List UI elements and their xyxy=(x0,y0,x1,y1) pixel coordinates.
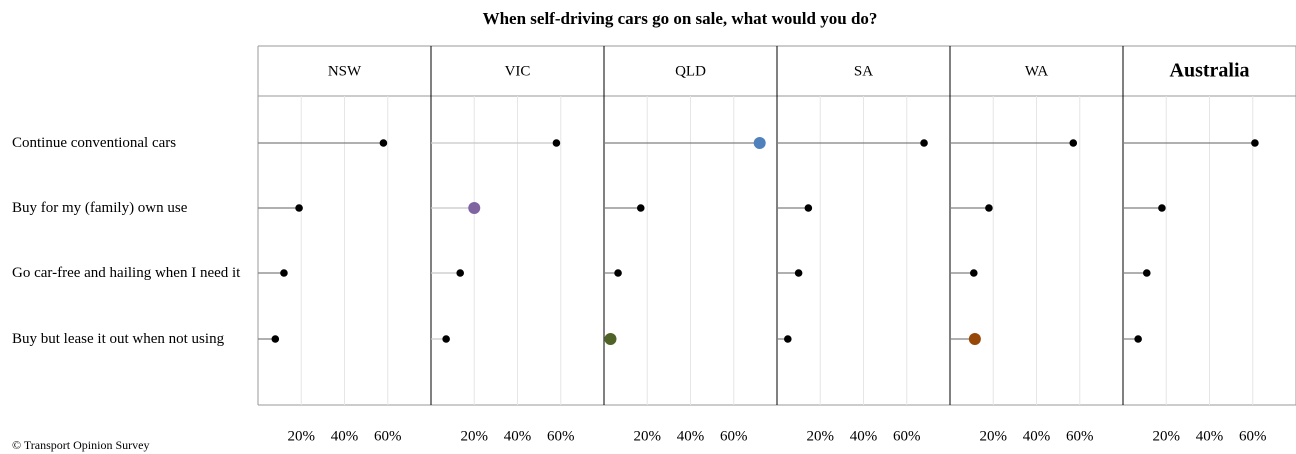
lollipop-dot xyxy=(636,204,645,212)
panel-header: WA xyxy=(1025,63,1048,79)
x-tick-label: 60% xyxy=(720,428,748,444)
lollipop-dot xyxy=(1158,204,1166,212)
x-tick-label: 60% xyxy=(893,428,921,444)
lollipop-dot xyxy=(1251,139,1259,147)
lollipop-dot xyxy=(794,269,803,277)
lollipop-dot xyxy=(456,269,464,277)
lollipop-dot xyxy=(442,335,450,343)
lollipop-dot xyxy=(614,269,622,277)
x-tick-label: 20% xyxy=(634,428,662,444)
panel-header: Australia xyxy=(1170,60,1250,82)
x-tick-label: 20% xyxy=(1153,428,1181,444)
x-tick-label: 40% xyxy=(850,428,878,444)
chart-title: When self-driving cars go on sale, what … xyxy=(483,9,878,28)
lollipop-dot xyxy=(969,269,978,277)
panel-header: QLD xyxy=(675,63,706,79)
x-tick-label: 20% xyxy=(980,428,1008,444)
x-tick-label: 40% xyxy=(504,428,532,444)
x-tick-label: 60% xyxy=(374,428,402,444)
lollipop-dot xyxy=(1069,139,1078,147)
x-tick-label: 40% xyxy=(1023,428,1051,444)
panel-header: SA xyxy=(854,63,873,79)
category-label: Go car-free and hailing when I need it xyxy=(12,264,241,281)
panel-header: VIC xyxy=(505,63,531,79)
lollipop-dot xyxy=(604,333,617,345)
category-label: Continue conventional cars xyxy=(12,134,177,151)
lollipop-dot xyxy=(784,335,792,343)
footnote: © Transport Opinion Survey xyxy=(12,438,149,452)
lollipop-dot xyxy=(753,137,766,149)
x-tick-label: 60% xyxy=(1239,428,1267,444)
lollipop-dot xyxy=(1142,269,1151,277)
lollipop-dot xyxy=(468,202,481,214)
x-tick-label: 20% xyxy=(807,428,835,444)
lollipop-dot xyxy=(920,139,928,147)
lollipop-dot xyxy=(271,335,280,343)
lollipop-dot xyxy=(552,139,561,147)
x-tick-label: 60% xyxy=(1066,428,1094,444)
panel-header: NSW xyxy=(328,63,362,79)
x-tick-label: 40% xyxy=(677,428,705,444)
x-tick-label: 40% xyxy=(331,428,359,444)
lollipop-dot xyxy=(804,204,813,212)
x-tick-label: 20% xyxy=(461,428,489,444)
x-tick-label: 20% xyxy=(288,428,316,444)
lollipop-dot xyxy=(985,204,993,212)
category-label: Buy for my (family) own use xyxy=(12,199,188,216)
x-tick-label: 60% xyxy=(547,428,575,444)
x-tick-label: 40% xyxy=(1196,428,1224,444)
category-label: Buy but lease it out when not using xyxy=(12,330,225,347)
lollipop-dot xyxy=(1134,335,1142,343)
lollipop-dot xyxy=(280,269,288,277)
lollipop-dot xyxy=(379,139,388,147)
lollipop-dot xyxy=(968,333,981,345)
lollipop-dot xyxy=(295,204,303,212)
